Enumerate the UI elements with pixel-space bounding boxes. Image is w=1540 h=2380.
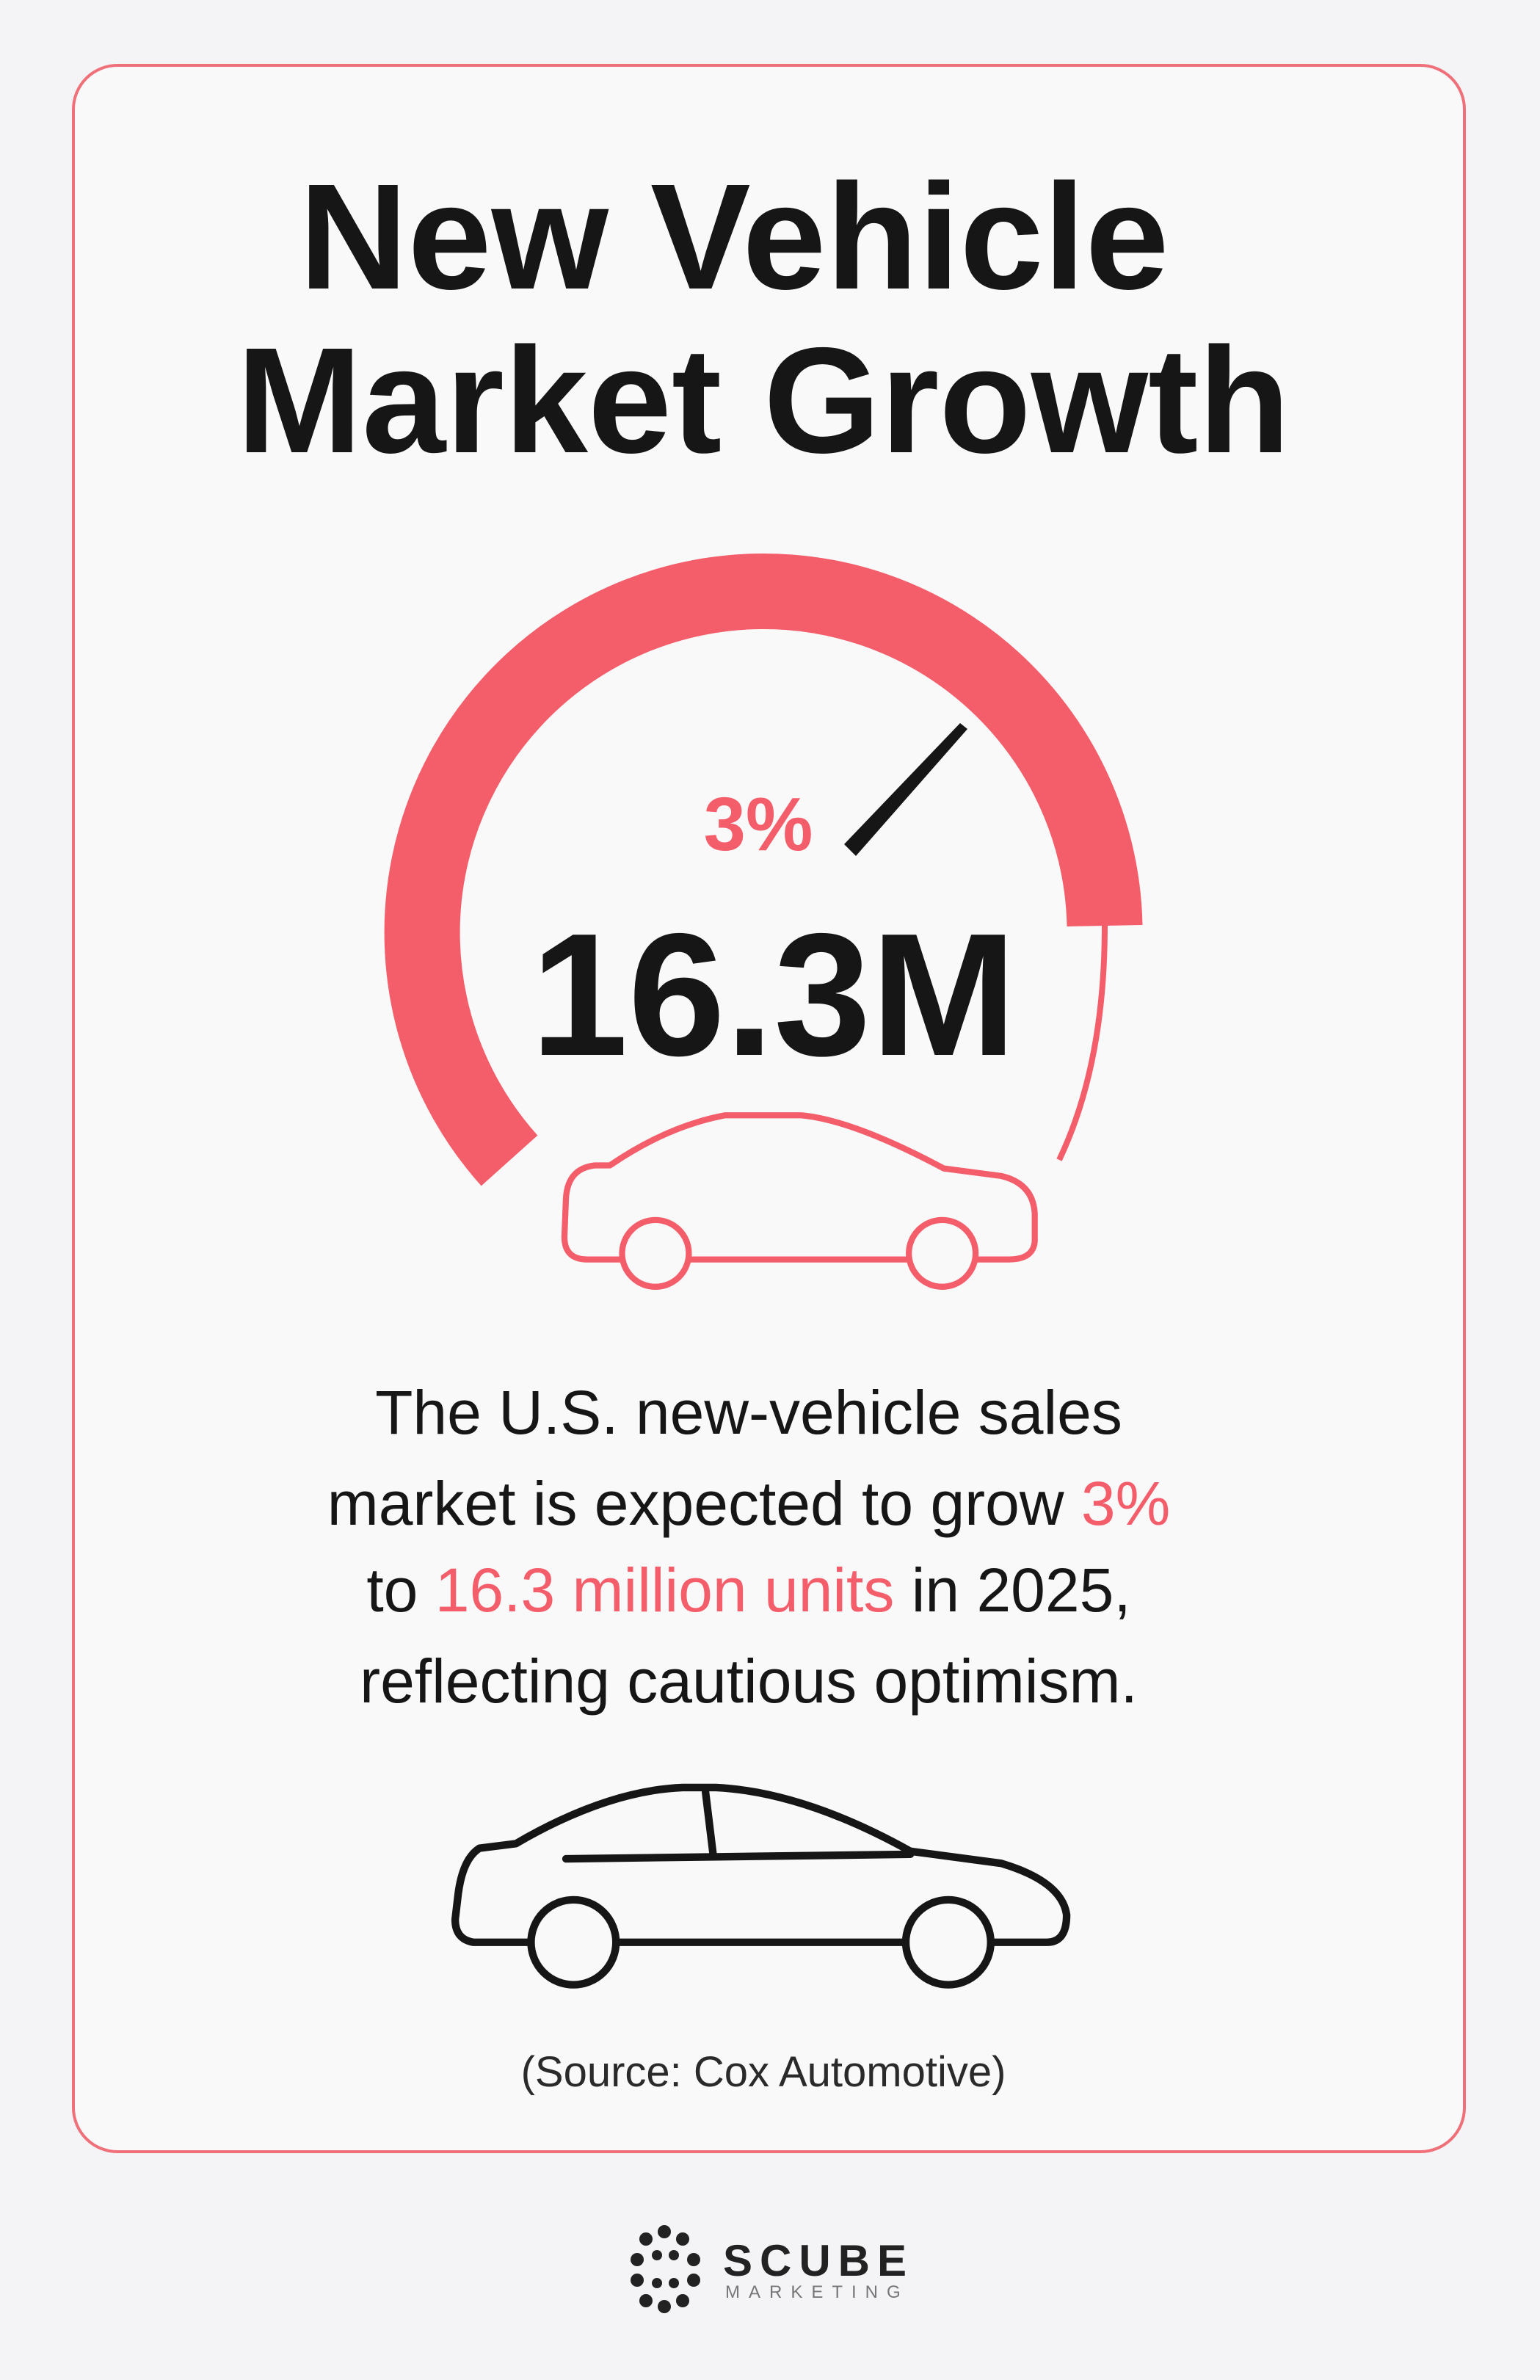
description-text: to <box>366 1556 435 1625</box>
description-line: market is expected to grow 3% <box>327 1469 1171 1538</box>
description-text: market is expected to grow <box>327 1469 1081 1538</box>
growth-label: 3% <box>704 782 813 866</box>
car-icon-black <box>451 1783 1071 1989</box>
gauge-needle <box>844 723 967 856</box>
car-icon-red <box>561 1112 1038 1290</box>
description: The U.S. new-vehicle sales market is expe… <box>327 1378 1171 1716</box>
highlight-text: 3% <box>1081 1469 1170 1538</box>
gauge-tail <box>1056 925 1108 1161</box>
highlight-text: 16.3 million units <box>435 1556 895 1625</box>
logo-name: SCUBE <box>723 2236 914 2285</box>
description-text: reflecting cautious optimism. <box>360 1647 1138 1716</box>
description-text: in 2025, <box>894 1556 1130 1625</box>
description-line: The U.S. new-vehicle sales <box>375 1378 1122 1447</box>
gauge-arc <box>384 553 1143 1186</box>
description-text: The U.S. new-vehicle sales <box>375 1378 1122 1447</box>
title-line: New Vehicle <box>299 153 1169 321</box>
description-line: reflecting cautious optimism. <box>360 1647 1138 1716</box>
description-line: to 16.3 million units in 2025, <box>366 1556 1130 1625</box>
value-label: 16.3M <box>531 898 1016 1092</box>
source: (Source: Cox Automotive) <box>521 2048 1006 2096</box>
card <box>72 64 1466 2153</box>
logo-icon <box>631 2225 700 2313</box>
title-line: Market Growth <box>236 316 1290 485</box>
logo-tagline: MARKETING <box>725 2282 909 2302</box>
